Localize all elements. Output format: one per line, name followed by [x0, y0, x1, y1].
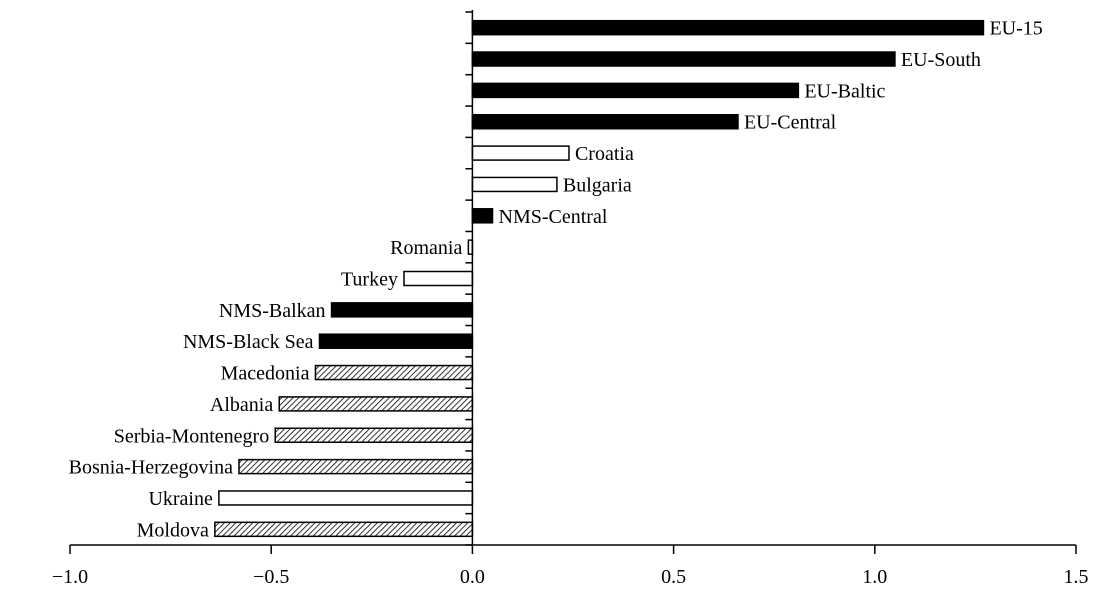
bar-eu-central — [471, 113, 739, 130]
category-label: NMS-Black Sea — [183, 331, 314, 353]
category-label: NMS-Balkan — [219, 300, 326, 322]
bar-albania — [278, 396, 474, 412]
bars-layer — [214, 19, 985, 538]
category-label: NMS-Central — [499, 206, 608, 228]
category-label: Moldova — [137, 519, 209, 541]
bar-eu-15 — [471, 19, 985, 36]
bar-turkey — [403, 270, 474, 287]
x-tick-label: 0.0 — [460, 566, 485, 588]
bar-eu-baltic — [471, 82, 800, 99]
bar-moldova — [214, 521, 474, 538]
x-tick-label: −0.5 — [253, 566, 289, 588]
bar-nms-black-sea — [318, 333, 474, 349]
category-label: Serbia-Montenegro — [114, 425, 270, 447]
x-tick-label: 0.5 — [661, 566, 686, 588]
labels-layer: EU-15 EU-South EU-Baltic EU-Central Croatia B… — [52, 18, 1089, 588]
category-label: EU-South — [901, 49, 981, 71]
category-label: EU-15 — [989, 18, 1042, 40]
category-label: Bulgaria — [563, 174, 632, 196]
category-label: Turkey — [341, 269, 398, 291]
bar-bosnia-herzegovina — [238, 458, 474, 475]
bar-nms-central — [471, 208, 494, 224]
bar-ukraine — [218, 490, 474, 506]
category-label: EU-Central — [744, 112, 837, 134]
category-label: Ukraine — [148, 488, 213, 510]
category-label: Macedonia — [221, 363, 310, 385]
bar-serbia-montenegro — [274, 427, 474, 444]
category-label: Bosnia-Herzegovina — [69, 457, 234, 479]
bar-nms-balkan — [330, 302, 474, 318]
x-tick-label: 1.0 — [862, 566, 887, 588]
bar-eu-south — [471, 51, 896, 67]
x-tick-label: 1.5 — [1064, 566, 1089, 588]
category-label: Romania — [390, 237, 462, 259]
axes-layer — [69, 10, 1077, 554]
category-label: Albania — [210, 394, 273, 416]
x-tick-label: −1.0 — [52, 566, 88, 588]
category-label: EU-Baltic — [804, 80, 885, 102]
bar-croatia — [471, 145, 570, 161]
bar-bulgaria — [471, 176, 558, 193]
category-label: Croatia — [575, 143, 634, 165]
bar-macedonia — [314, 364, 474, 381]
